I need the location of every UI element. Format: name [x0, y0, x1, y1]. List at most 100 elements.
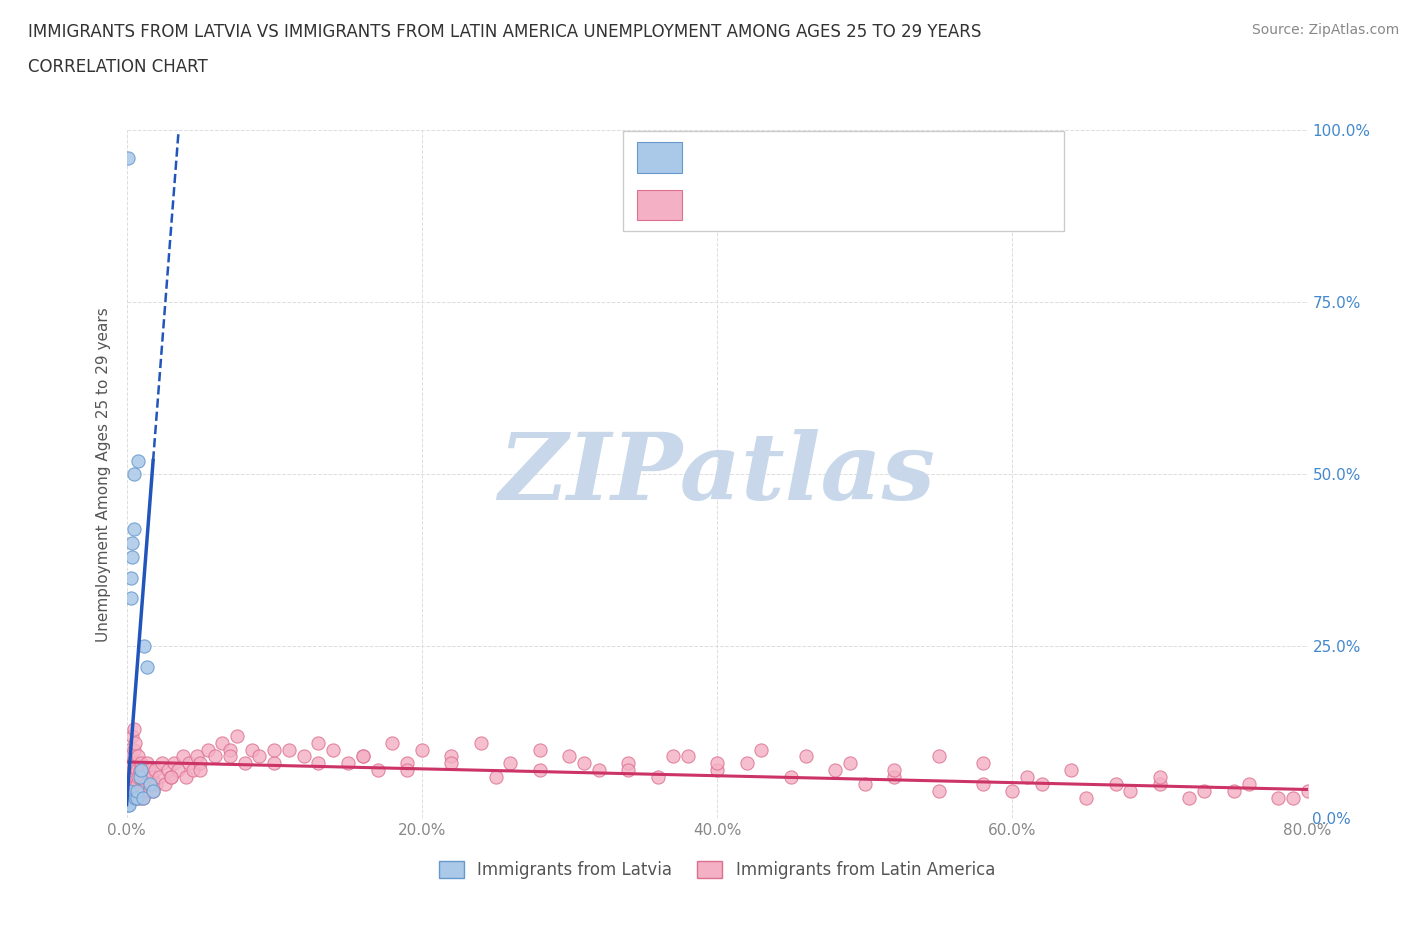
Point	[129, 756, 153, 771]
Point	[574, 756, 596, 771]
Point	[124, 770, 146, 785]
Point	[588, 763, 610, 777]
Point	[1149, 770, 1171, 785]
Point	[181, 763, 204, 777]
Point	[735, 756, 758, 771]
Point	[124, 783, 146, 798]
Point	[484, 770, 508, 785]
Point	[226, 728, 249, 743]
Point	[676, 749, 699, 764]
Point	[122, 763, 145, 777]
Point	[167, 763, 190, 777]
Point	[118, 783, 141, 798]
Point	[972, 777, 994, 791]
Point	[794, 749, 817, 764]
Point	[263, 756, 285, 771]
Point	[136, 756, 159, 771]
Point	[1223, 783, 1246, 798]
Point	[177, 756, 200, 771]
Point	[121, 783, 143, 798]
Text: Source: ZipAtlas.com: Source: ZipAtlas.com	[1251, 23, 1399, 37]
Point	[352, 749, 374, 764]
Point	[132, 763, 155, 777]
Point	[174, 770, 197, 785]
Point	[138, 783, 160, 798]
Point	[249, 749, 271, 764]
Point	[122, 742, 145, 757]
Point	[139, 777, 162, 791]
Point	[134, 783, 156, 798]
Point	[122, 722, 145, 737]
Point	[1178, 790, 1201, 805]
Point	[118, 783, 141, 798]
Point	[1149, 777, 1171, 791]
Point	[138, 763, 160, 777]
Point	[118, 770, 141, 785]
Point	[117, 749, 139, 764]
Point	[308, 736, 330, 751]
Point	[117, 777, 139, 791]
Point	[156, 763, 179, 777]
Text: IMMIGRANTS FROM LATVIA VS IMMIGRANTS FROM LATIN AMERICA UNEMPLOYMENT AMONG AGES : IMMIGRANTS FROM LATVIA VS IMMIGRANTS FRO…	[28, 23, 981, 41]
Point	[1355, 797, 1378, 812]
Point	[122, 522, 145, 537]
Point	[883, 763, 905, 777]
Point	[780, 770, 803, 785]
Point	[1017, 770, 1039, 785]
Point	[120, 777, 142, 791]
Point	[125, 777, 148, 791]
Point	[117, 797, 139, 812]
Point	[125, 783, 148, 798]
Point	[308, 756, 330, 771]
Point	[142, 783, 165, 798]
Point	[706, 763, 728, 777]
Point	[148, 770, 170, 785]
Point	[1192, 783, 1215, 798]
Point	[136, 659, 159, 674]
Point	[125, 790, 148, 805]
Point	[122, 467, 145, 482]
FancyBboxPatch shape	[623, 131, 1064, 232]
Point	[1031, 777, 1053, 791]
Point	[163, 756, 186, 771]
Point	[120, 763, 142, 777]
Point	[120, 790, 142, 805]
Point	[219, 749, 242, 764]
Point	[124, 756, 146, 771]
Point	[1369, 790, 1392, 805]
Text: R =  0.712   N =  21: R = 0.712 N = 21	[700, 149, 882, 166]
Point	[120, 749, 142, 764]
Bar	[637, 190, 682, 220]
Point	[928, 749, 950, 764]
Point	[129, 763, 153, 777]
Point	[128, 770, 150, 785]
Text: CORRELATION CHART: CORRELATION CHART	[28, 58, 208, 75]
Point	[124, 790, 146, 805]
Point	[120, 570, 142, 585]
Point	[928, 783, 950, 798]
Point	[411, 742, 433, 757]
Point	[1326, 790, 1348, 805]
Point	[129, 783, 153, 798]
Point	[188, 763, 212, 777]
Point	[121, 550, 143, 565]
Point	[396, 763, 419, 777]
Point	[118, 756, 141, 771]
Point	[172, 749, 194, 764]
Legend: Immigrants from Latvia, Immigrants from Latin America: Immigrants from Latvia, Immigrants from …	[433, 855, 1001, 885]
Point	[117, 151, 139, 166]
Point	[122, 790, 145, 805]
Point	[132, 790, 155, 805]
Point	[118, 742, 141, 757]
Bar	[637, 142, 682, 173]
Point	[558, 749, 581, 764]
Point	[233, 756, 256, 771]
Point	[1237, 777, 1260, 791]
Point	[127, 453, 149, 468]
Point	[617, 763, 640, 777]
Point	[197, 742, 219, 757]
Point	[145, 777, 167, 791]
Point	[127, 770, 149, 785]
Text: ZIPatlas: ZIPatlas	[499, 430, 935, 519]
Point	[292, 749, 315, 764]
